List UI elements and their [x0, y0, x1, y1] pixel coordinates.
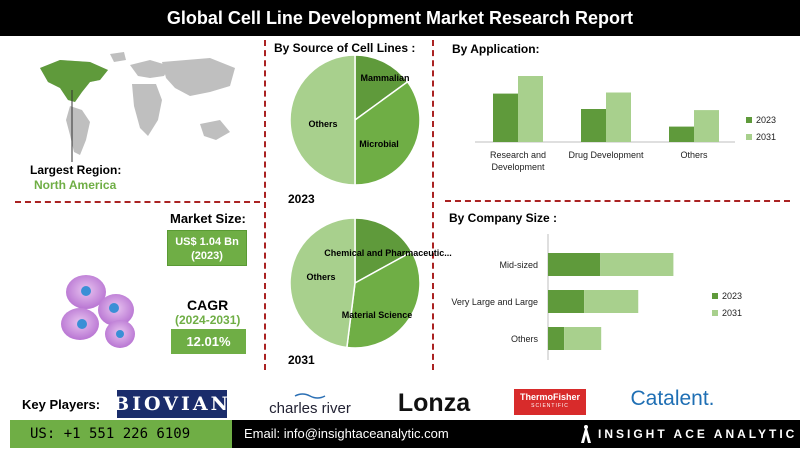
largest-region-label: Largest Region:	[30, 163, 122, 177]
legend-swatch	[712, 293, 718, 299]
pie-slice	[289, 54, 356, 186]
footer-phone: US: +1 551 226 6109	[10, 420, 232, 448]
lonza-logo: Lonza	[397, 388, 471, 417]
bar	[694, 110, 719, 142]
bar	[548, 290, 585, 313]
application-section-title: By Application:	[452, 42, 540, 56]
pie-label: Others	[306, 272, 335, 282]
y-tick-label: Others	[511, 334, 539, 344]
pie-slice	[346, 250, 421, 349]
charles-river-logo: charles river	[265, 387, 355, 421]
footer-bar: Email: info@insightaceanalytic.com INSIG…	[232, 420, 800, 448]
charles-river-text: charles river	[269, 399, 351, 417]
bar	[669, 126, 694, 142]
x-tick-label: Research and	[490, 150, 546, 160]
pie-chart-2031: Chemical and Pharmaceutic... Material Sci…	[288, 217, 452, 367]
legend-swatch	[746, 134, 752, 140]
company-size-bar-chart: Mid-sized Very Large and Large Others 2023 2…	[451, 234, 742, 360]
footer-email: Email: info@insightaceanalytic.com	[244, 426, 449, 441]
legend-swatch	[712, 310, 718, 316]
north-america-highlight	[40, 60, 108, 102]
catalent-logo: Catalent.	[630, 387, 715, 410]
bar	[581, 109, 606, 142]
market-size-label: Market Size:	[170, 211, 246, 226]
company-section-title: By Company Size :	[449, 211, 558, 225]
wave-icon	[294, 392, 326, 399]
divider-horizontal-right	[445, 200, 790, 202]
cagr-period: (2024-2031)	[175, 313, 241, 327]
cagr-label: CAGR	[187, 297, 229, 313]
legend-label: 2031	[756, 132, 776, 142]
footer-brand: INSIGHT ACE ANALYTIC	[598, 427, 798, 441]
divider-vertical-right	[432, 40, 434, 370]
legend-label: 2031	[722, 308, 742, 318]
x-tick-label: Drug Development	[568, 150, 644, 160]
insightace-logo-icon	[581, 425, 591, 443]
pie-label: Material Science	[342, 310, 413, 320]
pie-label: Mammalian	[360, 73, 409, 83]
market-size-year: (2023)	[191, 250, 223, 262]
application-bar-chart: Research and Development Drug Development O…	[475, 76, 776, 172]
pie-year-label: 2031	[288, 353, 315, 367]
report-title: Global Cell Line Development Market Rese…	[0, 0, 800, 36]
pie-chart-2023: Mammalian Microbial Others 2023	[288, 54, 421, 206]
bar	[548, 327, 565, 350]
biovian-logo: BIOVIAN	[113, 390, 228, 418]
key-players-label: Key Players:	[22, 397, 101, 412]
pie-slice	[289, 217, 356, 349]
y-tick-label: Mid-sized	[499, 260, 538, 270]
legend-swatch	[746, 117, 752, 123]
market-size-value: US$ 1.04 Bn	[175, 236, 239, 248]
bar	[548, 253, 601, 276]
divider-vertical-left	[264, 40, 266, 370]
x-tick-label: Development	[491, 162, 545, 172]
cell-cluster-icon	[61, 275, 135, 348]
bar	[584, 290, 639, 313]
world-map-icon	[40, 52, 235, 162]
legend-label: 2023	[722, 291, 742, 301]
largest-region-value: North America	[34, 178, 117, 192]
pie-label: Others	[308, 119, 337, 129]
source-section-title: By Source of Cell Lines :	[274, 41, 416, 55]
bar	[518, 76, 543, 142]
pie-label: Microbial	[359, 139, 399, 149]
bar	[606, 92, 631, 142]
divider-horizontal-left	[15, 201, 260, 203]
bar	[493, 93, 518, 142]
bar	[600, 253, 674, 276]
y-tick-label: Very Large and Large	[451, 297, 538, 307]
x-tick-label: Others	[680, 150, 708, 160]
cagr-value: 12.01%	[171, 329, 246, 354]
pie-label: Chemical and Pharmaceutic...	[324, 248, 452, 258]
bar	[564, 327, 602, 350]
thermofisher-text: ThermoFisher	[519, 392, 580, 402]
pie-slice	[354, 80, 421, 186]
thermofisher-logo: ThermoFisher SCIENTIFIC	[514, 389, 586, 415]
pie-slice	[354, 54, 409, 122]
thermofisher-subtext: SCIENTIFIC	[531, 403, 569, 409]
market-size-box: US$ 1.04 Bn (2023)	[167, 230, 247, 266]
pie-slice	[354, 217, 413, 285]
pie-year-label: 2023	[288, 192, 315, 206]
legend-label: 2023	[756, 115, 776, 125]
